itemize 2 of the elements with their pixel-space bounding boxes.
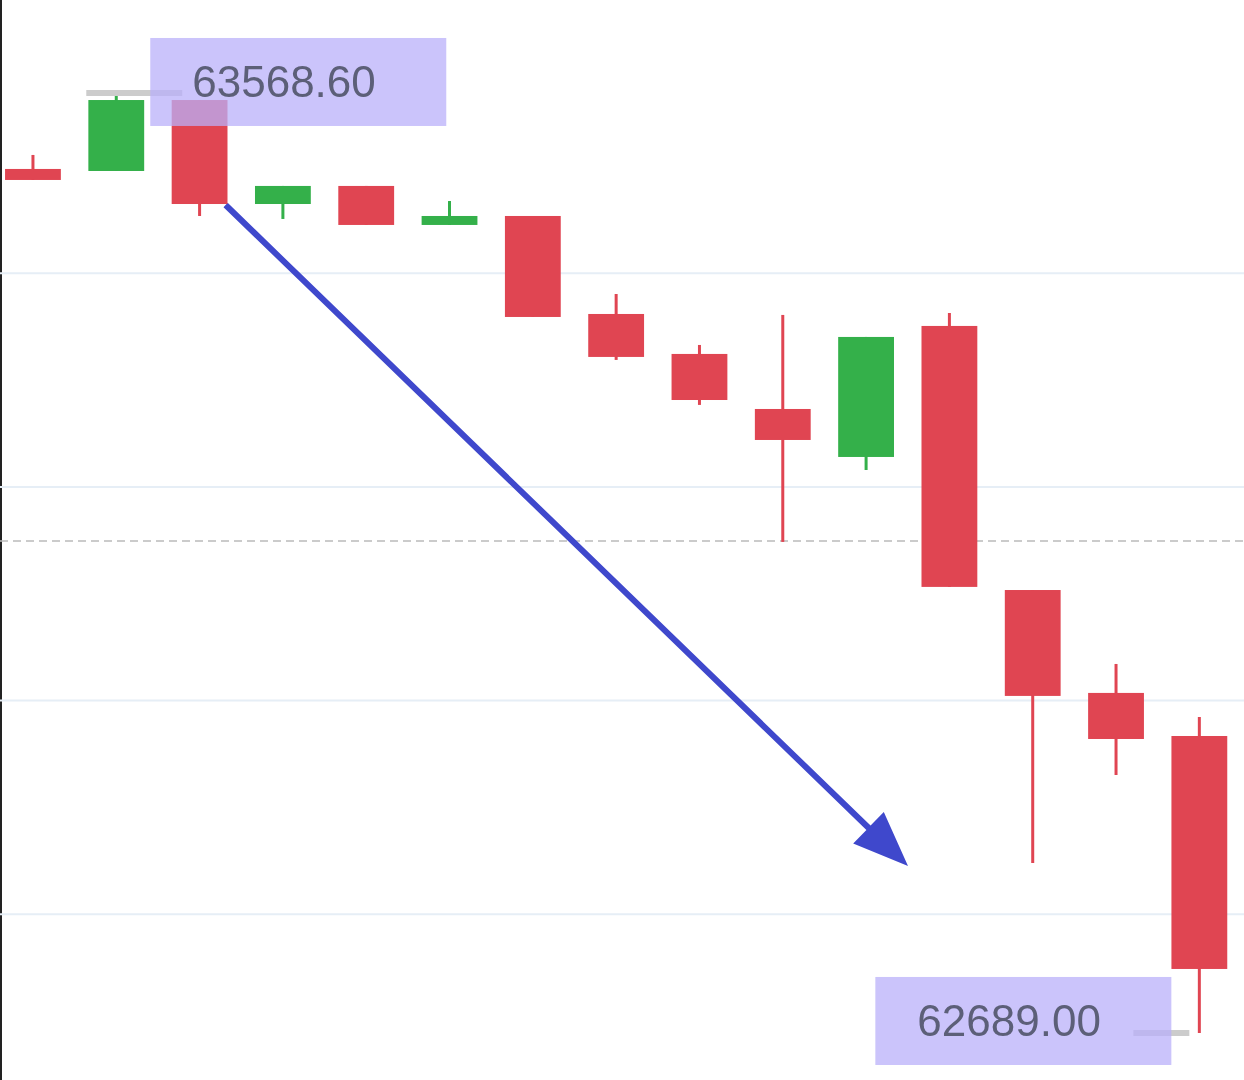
annotation: 63568.60 — [192, 56, 376, 106]
annotation: 62689.00 — [917, 995, 1101, 1045]
